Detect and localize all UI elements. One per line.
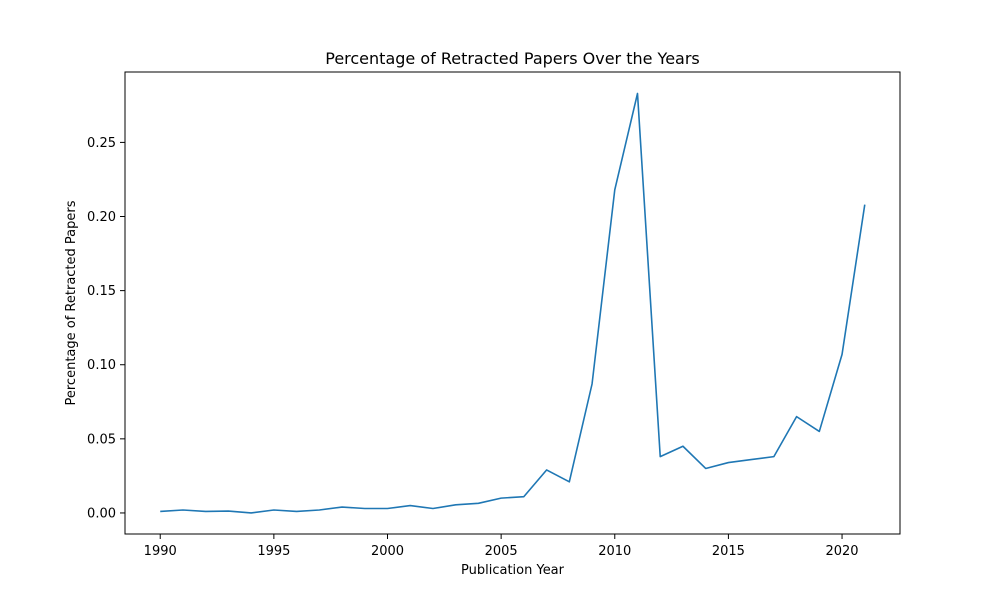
data-point [750,458,753,461]
x-tick-label: 2020 [825,544,858,559]
plot-frame [124,71,901,535]
y-tick-label: 0.10 [87,358,116,373]
chart-title: Percentage of Retracted Papers Over the … [325,49,700,68]
data-point [704,467,707,470]
data-point [386,507,389,510]
data-point [727,461,730,464]
data-point [681,445,684,448]
data-point [204,510,207,513]
x-tick-label: 2005 [485,544,518,559]
data-point [545,468,548,471]
y-tick-label: 0.15 [87,284,116,299]
data-point [772,455,775,458]
x-axis: 1990 1995 2000 2005 2010 2015 2020 [144,534,859,559]
y-axis-label: Percentage of Retracted Papers [64,200,79,405]
data-point [477,502,480,505]
data-point [409,504,412,507]
data-point [454,503,457,506]
data-point [227,510,230,513]
y-tick-label: 0.00 [87,506,116,521]
data-point [863,203,866,206]
data-point [659,455,662,458]
data-point [159,510,162,513]
data-point [295,510,298,513]
y-tick-label: 0.05 [87,432,116,447]
x-tick-label: 2010 [598,544,631,559]
data-point [250,511,253,514]
data-point [272,508,275,511]
plot-area [124,71,901,535]
series-layer [159,92,866,514]
x-tick-label: 1990 [144,544,177,559]
data-point [363,507,366,510]
data-point [318,508,321,511]
data-point [795,415,798,418]
data-point [591,383,594,386]
x-tick-label: 1995 [257,544,290,559]
data-point [341,506,344,509]
x-tick-label: 2015 [712,544,745,559]
data-point [818,430,821,433]
data-point [500,497,503,500]
series-line-0 [160,92,866,514]
data-point [636,92,639,95]
y-axis: 0.00 0.05 0.10 0.15 0.20 0.25 [87,136,125,521]
y-tick-label: 0.20 [87,210,116,225]
data-point [841,353,844,356]
data-point [522,495,525,498]
x-tick-label: 2000 [371,544,404,559]
data-point [431,507,434,510]
y-tick-label: 0.25 [87,136,116,151]
data-point [613,188,616,191]
data-point [181,508,184,511]
x-axis-label: Publication Year [461,563,565,578]
data-point [568,480,571,483]
